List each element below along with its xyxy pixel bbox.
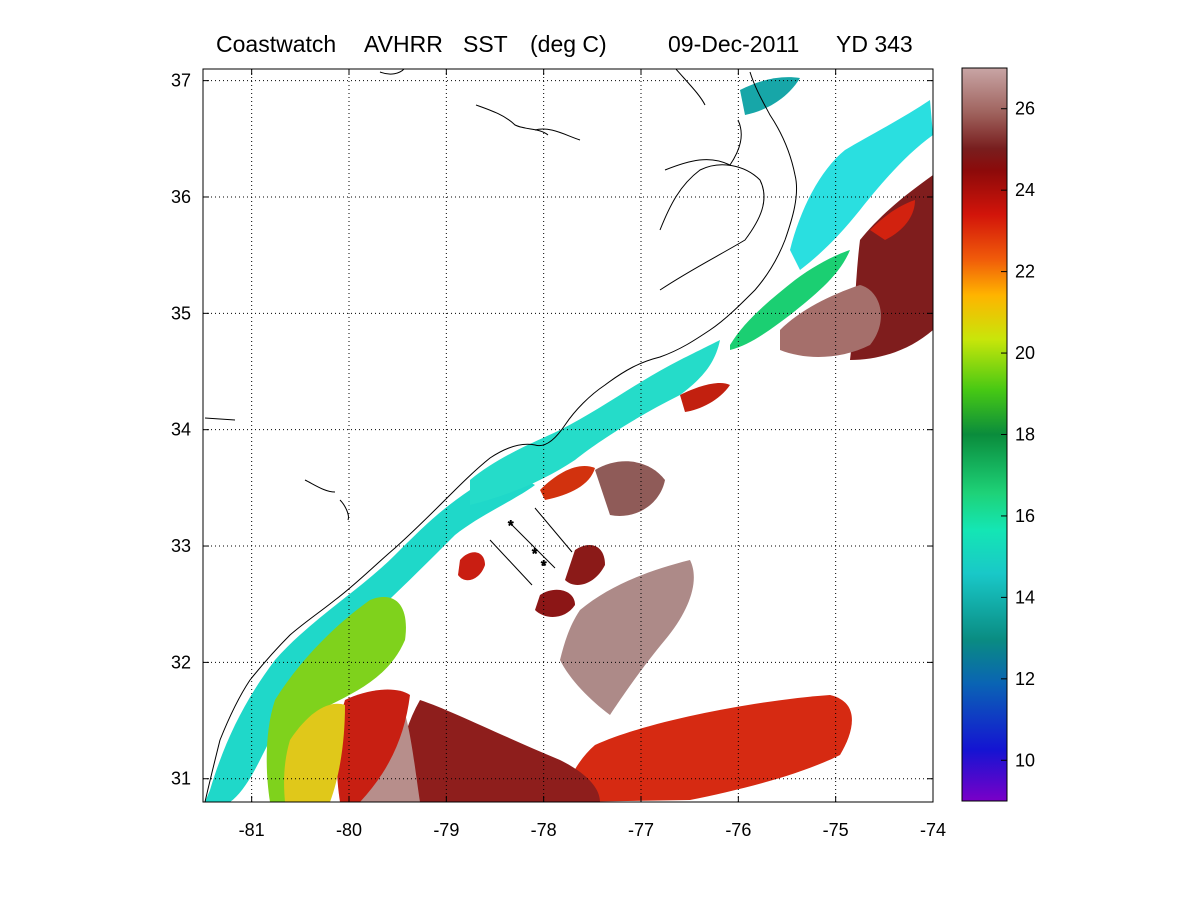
coastline-inland-lake-1 xyxy=(475,104,549,136)
lon-tick-label: -79 xyxy=(433,820,459,840)
lat-tick-label: 34 xyxy=(171,420,191,440)
title-product: Coastwatch xyxy=(216,31,336,57)
lon-tick-label: -75 xyxy=(823,820,849,840)
title-yearday: YD 343 xyxy=(836,31,913,57)
colorbar-tick-label: 26 xyxy=(1015,99,1035,119)
colorbar-tick-label: 18 xyxy=(1015,425,1035,445)
title-units: (deg C) xyxy=(530,31,607,57)
lon-tick-labels: -81 -80 -79 -78 -77 -76 -75 -74 xyxy=(239,69,946,840)
colorbar-tick-label: 22 xyxy=(1015,262,1035,282)
sst-patch-sargasso-pink xyxy=(560,560,694,715)
lat-tick-label: 31 xyxy=(171,769,191,789)
sst-patch-hatteras-red xyxy=(870,200,915,240)
lon-tick-label: -81 xyxy=(239,820,265,840)
colorbar-tick-label: 16 xyxy=(1015,506,1035,526)
colorbar-tick-labels: 10 12 14 16 18 20 22 24 26 xyxy=(1001,99,1035,770)
sst-patch-northern-teal xyxy=(740,77,800,115)
coastline-pamlico-inner xyxy=(659,164,765,291)
title-date: 09-Dec-2011 xyxy=(668,31,799,57)
title-variable: SST xyxy=(463,31,508,57)
sst-patch-red-offshore-east xyxy=(680,383,730,412)
sst-patch-cape-hatteras-green xyxy=(730,250,850,350)
lat-tick-label: 36 xyxy=(171,187,191,207)
sst-patch-red-inner-georgia xyxy=(336,689,410,802)
coastline-inland-lake-7 xyxy=(675,69,706,106)
colorbar-tick-label: 10 xyxy=(1015,750,1035,770)
coastline-main xyxy=(204,71,798,802)
sst-patch-nearshore-red-central xyxy=(458,552,485,581)
lon-tick-label: -74 xyxy=(920,820,946,840)
sst-data-layer xyxy=(205,77,933,802)
lat-tick-labels: 31 32 33 34 35 36 37 xyxy=(171,71,933,789)
lat-tick-label: 32 xyxy=(171,652,191,672)
transect-marker-2: * xyxy=(532,545,538,561)
sst-patch-warm-south-west xyxy=(398,700,600,802)
lat-tick-label: 33 xyxy=(171,536,191,556)
lon-tick-label: -78 xyxy=(531,820,557,840)
sst-patch-pamlico-cold xyxy=(790,100,933,270)
colorbar: 10 12 14 16 18 20 22 24 26 xyxy=(961,67,1035,802)
transect-marker-1: * xyxy=(508,517,514,533)
colorbar-tick-label: 24 xyxy=(1015,180,1035,200)
coastline-inland-lake-2 xyxy=(534,128,581,141)
sst-patch-gulfstream-pink-east xyxy=(780,285,881,357)
sst-patch-nearshore-sc-ga xyxy=(205,478,535,802)
sst-patch-gulfstream-south xyxy=(560,695,852,802)
sst-patch-offshore-mauve xyxy=(595,461,665,516)
lon-tick-label: -77 xyxy=(628,820,654,840)
coastline-inland-lake-4 xyxy=(339,499,349,521)
transect-line-3 xyxy=(534,507,573,553)
sst-patch-central-dark-red xyxy=(535,589,575,617)
figure-title: Coastwatch AVHRR SST (deg C) 09-Dec-2011… xyxy=(216,31,913,57)
lon-tick-label: -80 xyxy=(336,820,362,840)
coastline-inland-lake-5 xyxy=(204,417,236,421)
coastline xyxy=(204,69,798,802)
title-sensor: AVHRR xyxy=(364,31,443,57)
colorbar-tick-label: 12 xyxy=(1015,669,1035,689)
sst-map: * * * xyxy=(203,69,933,802)
sst-patch-offshore-dark-red xyxy=(565,545,605,585)
coastline-inland-lake-3 xyxy=(304,479,336,493)
colorbar-tick-label: 20 xyxy=(1015,343,1035,363)
sst-patch-onslow-bay xyxy=(470,340,720,505)
transect-line-2 xyxy=(511,524,556,569)
colorbar-tick-label: 14 xyxy=(1015,587,1035,607)
lat-tick-label: 37 xyxy=(171,71,191,91)
colorbar-gradient xyxy=(961,67,1008,802)
sst-patch-yellow-georgia xyxy=(284,703,345,802)
transect-line-1 xyxy=(489,539,533,586)
map-frame xyxy=(202,68,934,803)
coastline-albemarle xyxy=(664,119,742,171)
map-gridlines xyxy=(203,69,933,802)
sst-patch-onslow-warm xyxy=(540,466,595,500)
lon-tick-label: -76 xyxy=(725,820,751,840)
lat-tick-label: 35 xyxy=(171,303,191,323)
